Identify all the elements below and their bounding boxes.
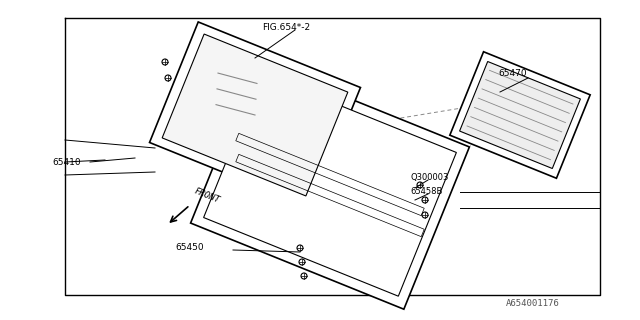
- Text: FIG.654*-2: FIG.654*-2: [262, 22, 310, 31]
- Text: 65450: 65450: [175, 244, 204, 252]
- Polygon shape: [162, 34, 348, 196]
- Polygon shape: [450, 52, 590, 178]
- Text: A654001176: A654001176: [506, 299, 560, 308]
- Polygon shape: [150, 22, 360, 208]
- Text: 65410: 65410: [52, 157, 81, 166]
- Text: 65470: 65470: [498, 68, 527, 77]
- Text: Q300003: Q300003: [410, 172, 449, 181]
- Polygon shape: [191, 61, 469, 309]
- Text: 65458B: 65458B: [410, 187, 442, 196]
- Polygon shape: [460, 61, 580, 169]
- Text: FRONT: FRONT: [193, 187, 221, 205]
- Polygon shape: [204, 74, 456, 296]
